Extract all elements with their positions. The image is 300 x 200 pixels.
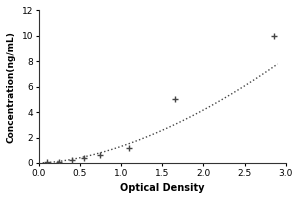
Y-axis label: Concentration(ng/mL): Concentration(ng/mL) [7, 31, 16, 143]
X-axis label: Optical Density: Optical Density [120, 183, 205, 193]
